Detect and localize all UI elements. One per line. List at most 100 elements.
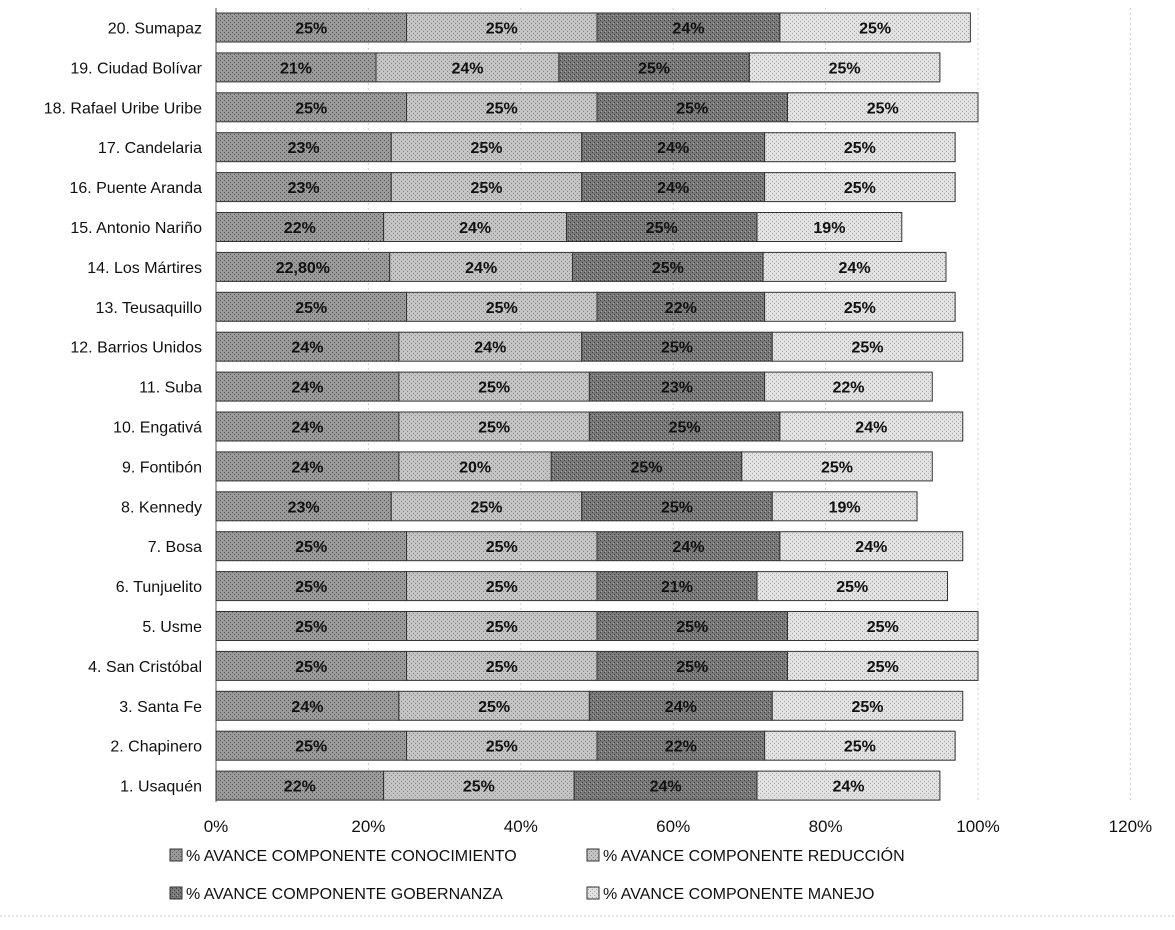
category-label: 9. Fontibón (122, 459, 202, 476)
category-label: 19. Ciudad Bolívar (70, 60, 202, 77)
bar-value-label: 25% (851, 699, 883, 716)
bar-segment (596, 650, 788, 681)
x-tick-label: 60% (656, 817, 690, 836)
bar-segment (764, 172, 956, 203)
bar-segment (215, 12, 407, 43)
bar-segment (779, 531, 964, 562)
category-label: 6. Tunjuelito (116, 579, 202, 596)
bar-segment (550, 451, 743, 482)
legend-label: % AVANCE COMPONENTE GOBERNANZA (186, 886, 503, 903)
bar-value-label: 22% (284, 220, 316, 237)
bar-value-label: 25% (478, 380, 510, 397)
category-label: 10. Engativá (113, 420, 202, 437)
bar-value-label: 25% (844, 180, 876, 197)
bars: 25% 25% 24% 25% 21% 24% 25% 25% 25% 25% 25% 25% 23% 2… (215, 12, 979, 801)
bar-segment (215, 132, 392, 163)
category-label: 7. Bosa (148, 539, 202, 556)
category-label: 14. Los Mártires (87, 260, 202, 277)
bar-value-label: 24% (451, 60, 483, 77)
bar-value-label: 25% (470, 180, 502, 197)
bar-value-label: 25% (486, 21, 518, 38)
category-label: 2. Chapinero (110, 739, 202, 756)
legend-swatch (169, 886, 183, 900)
category-label: 16. Puente Aranda (69, 180, 202, 197)
legend-label: % AVANCE COMPONENTE MANEJO (603, 886, 874, 903)
bar-value-label: 24% (291, 380, 323, 397)
category-label: 11. Suba (139, 380, 202, 397)
bar-segment (787, 92, 979, 123)
bar-segment (741, 451, 933, 482)
bar-segment (771, 690, 964, 721)
bar-value-label: 25% (821, 459, 853, 476)
bar-value-label: 25% (669, 420, 701, 437)
bar-value-label: 24% (465, 260, 497, 277)
bar-value-label: 19% (829, 499, 861, 516)
legend-swatch (169, 848, 183, 862)
bar-value-label: 25% (470, 499, 502, 516)
bar-value-label: 21% (280, 60, 312, 77)
bar-value-label: 23% (288, 180, 320, 197)
legend-swatch (586, 848, 600, 862)
bar-segment (389, 251, 574, 282)
bar-segment (215, 571, 407, 602)
category-label: 5. Usme (142, 619, 202, 636)
category-label: 13. Teusaquillo (96, 300, 203, 317)
bar-segment (406, 12, 598, 43)
bar-value-label: 25% (867, 619, 899, 636)
bar-value-label: 21% (661, 579, 693, 596)
bar-segment (581, 132, 766, 163)
bar-value-label: 22,80% (276, 260, 330, 277)
category-label: 18. Rafael Uribe Uribe (44, 100, 202, 117)
bar-segment (588, 690, 773, 721)
bar-value-label: 24% (291, 340, 323, 357)
bar-value-label: 25% (676, 619, 708, 636)
category-label: 8. Kennedy (121, 499, 202, 516)
bar-value-label: 19% (813, 220, 845, 237)
bar-segment (581, 491, 773, 522)
bar-value-label: 24% (291, 699, 323, 716)
bar-value-label: 23% (288, 140, 320, 157)
bar-segment (596, 571, 758, 602)
bar-value-label: 25% (463, 779, 495, 796)
bar-segment (566, 212, 758, 242)
bar-value-label: 23% (661, 380, 693, 397)
category-label: 15. Antonio Nariño (70, 220, 202, 237)
bar-segment (596, 12, 781, 43)
bar-value-label: 25% (646, 220, 678, 237)
x-tick-label: 40% (504, 817, 538, 836)
bar-value-label: 25% (478, 420, 510, 437)
bar-segment (215, 650, 407, 681)
bar-segment (215, 611, 407, 641)
bar-segment (581, 331, 773, 362)
bar-segment (406, 291, 598, 322)
bar-segment (764, 132, 956, 163)
bar-segment (215, 730, 407, 761)
bar-value-label: 24% (459, 220, 491, 237)
bar-value-label: 25% (844, 739, 876, 756)
x-tick-label: 20% (351, 817, 385, 836)
bar-value-label: 24% (657, 180, 689, 197)
bar-value-label: 25% (859, 21, 891, 38)
bar-value-label: 25% (836, 579, 868, 596)
bar-segment (581, 172, 766, 203)
bar-value-label: 24% (665, 699, 697, 716)
bar-value-label: 25% (829, 60, 861, 77)
bar-value-label: 25% (295, 659, 327, 676)
bar-segment (596, 531, 781, 562)
bar-value-label: 24% (832, 779, 864, 796)
bar-segment (215, 531, 407, 562)
category-label: 1. Usaquén (120, 779, 202, 796)
bar-value-label: 24% (672, 539, 704, 556)
bar-segment (215, 291, 407, 322)
bar-segment (764, 730, 956, 761)
bar-value-label: 22% (665, 300, 697, 317)
bar-segment (588, 411, 781, 442)
bar-value-label: 22% (832, 380, 864, 397)
bar-segment (406, 571, 598, 602)
bar-segment (390, 132, 583, 163)
bar-value-label: 25% (486, 300, 518, 317)
category-label: 3. Santa Fe (119, 699, 202, 716)
x-tick-label: 100% (956, 817, 999, 836)
bar-segment (215, 92, 407, 123)
bar-segment (573, 770, 758, 801)
